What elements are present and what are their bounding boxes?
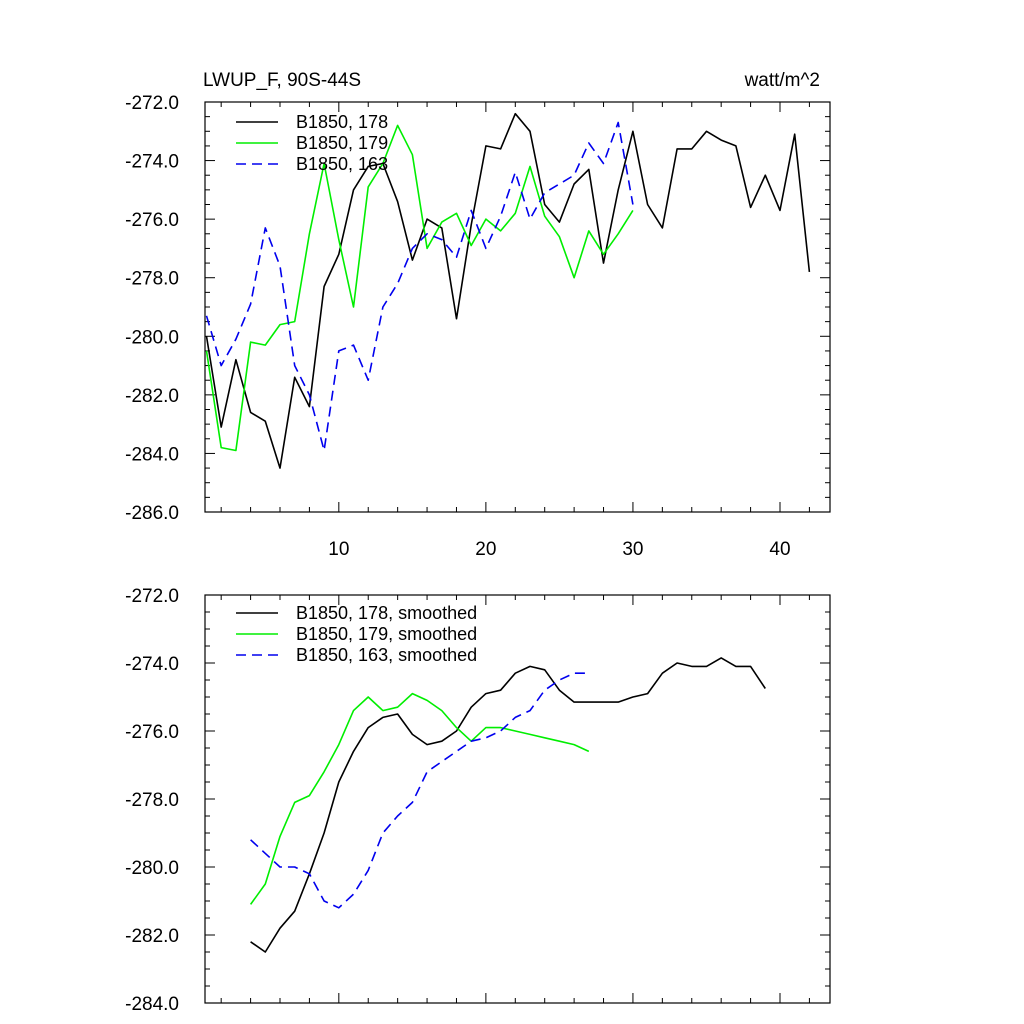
legend-label-0: B1850, 178, smoothed [296, 603, 477, 623]
chart-title: LWUP_F, 90S-44S [203, 70, 361, 91]
chart-units: watt/m^2 [744, 70, 820, 91]
y-tick-label: -282.0 [125, 926, 179, 947]
y-tick-label: -286.0 [125, 503, 179, 524]
legend-label-0: B1850, 178 [296, 112, 388, 132]
legend-label-2: B1850, 163, smoothed [296, 645, 477, 665]
legend-label-1: B1850, 179 [296, 133, 388, 153]
y-tick-label: -276.0 [125, 210, 179, 231]
y-tick-label: -274.0 [125, 654, 179, 675]
series-line-1 [249, 692, 590, 905]
y-tick-label: -274.0 [125, 152, 179, 173]
series-line-2 [250, 672, 589, 909]
y-tick-label: -284.0 [125, 994, 179, 1015]
series-line-1 [205, 124, 634, 452]
top-panel: -286.0 -284.0 -282.0 -280.0 -278.0 -276.0 -274… [125, 93, 831, 560]
y-tick-label: -280.0 [125, 327, 179, 348]
y-tick-label: -278.0 [125, 269, 179, 290]
legend-label-1: B1850, 179, smoothed [296, 624, 477, 644]
x-tick-label: 10 [328, 539, 349, 560]
y-tick-label: -272.0 [125, 586, 179, 607]
legend-label-2: B1850, 163 [296, 154, 388, 174]
series-line-0 [205, 112, 811, 469]
bottom-panel: -284.0 -282.0 -280.0 -278.0 -276.0 -274.0 -272… [125, 586, 831, 1015]
x-tick-label: 40 [769, 539, 790, 560]
x-tick-label: 30 [622, 539, 643, 560]
x-tick-label: 20 [475, 539, 496, 560]
series-line-2 [205, 121, 634, 452]
y-tick-label: -282.0 [125, 386, 179, 407]
y-tick-label: -272.0 [125, 93, 179, 114]
y-tick-label: -284.0 [125, 444, 179, 465]
y-tick-label: -276.0 [125, 722, 179, 743]
y-tick-label: -280.0 [125, 858, 179, 879]
series-line-0 [250, 657, 766, 953]
y-tick-label: -278.0 [125, 790, 179, 811]
